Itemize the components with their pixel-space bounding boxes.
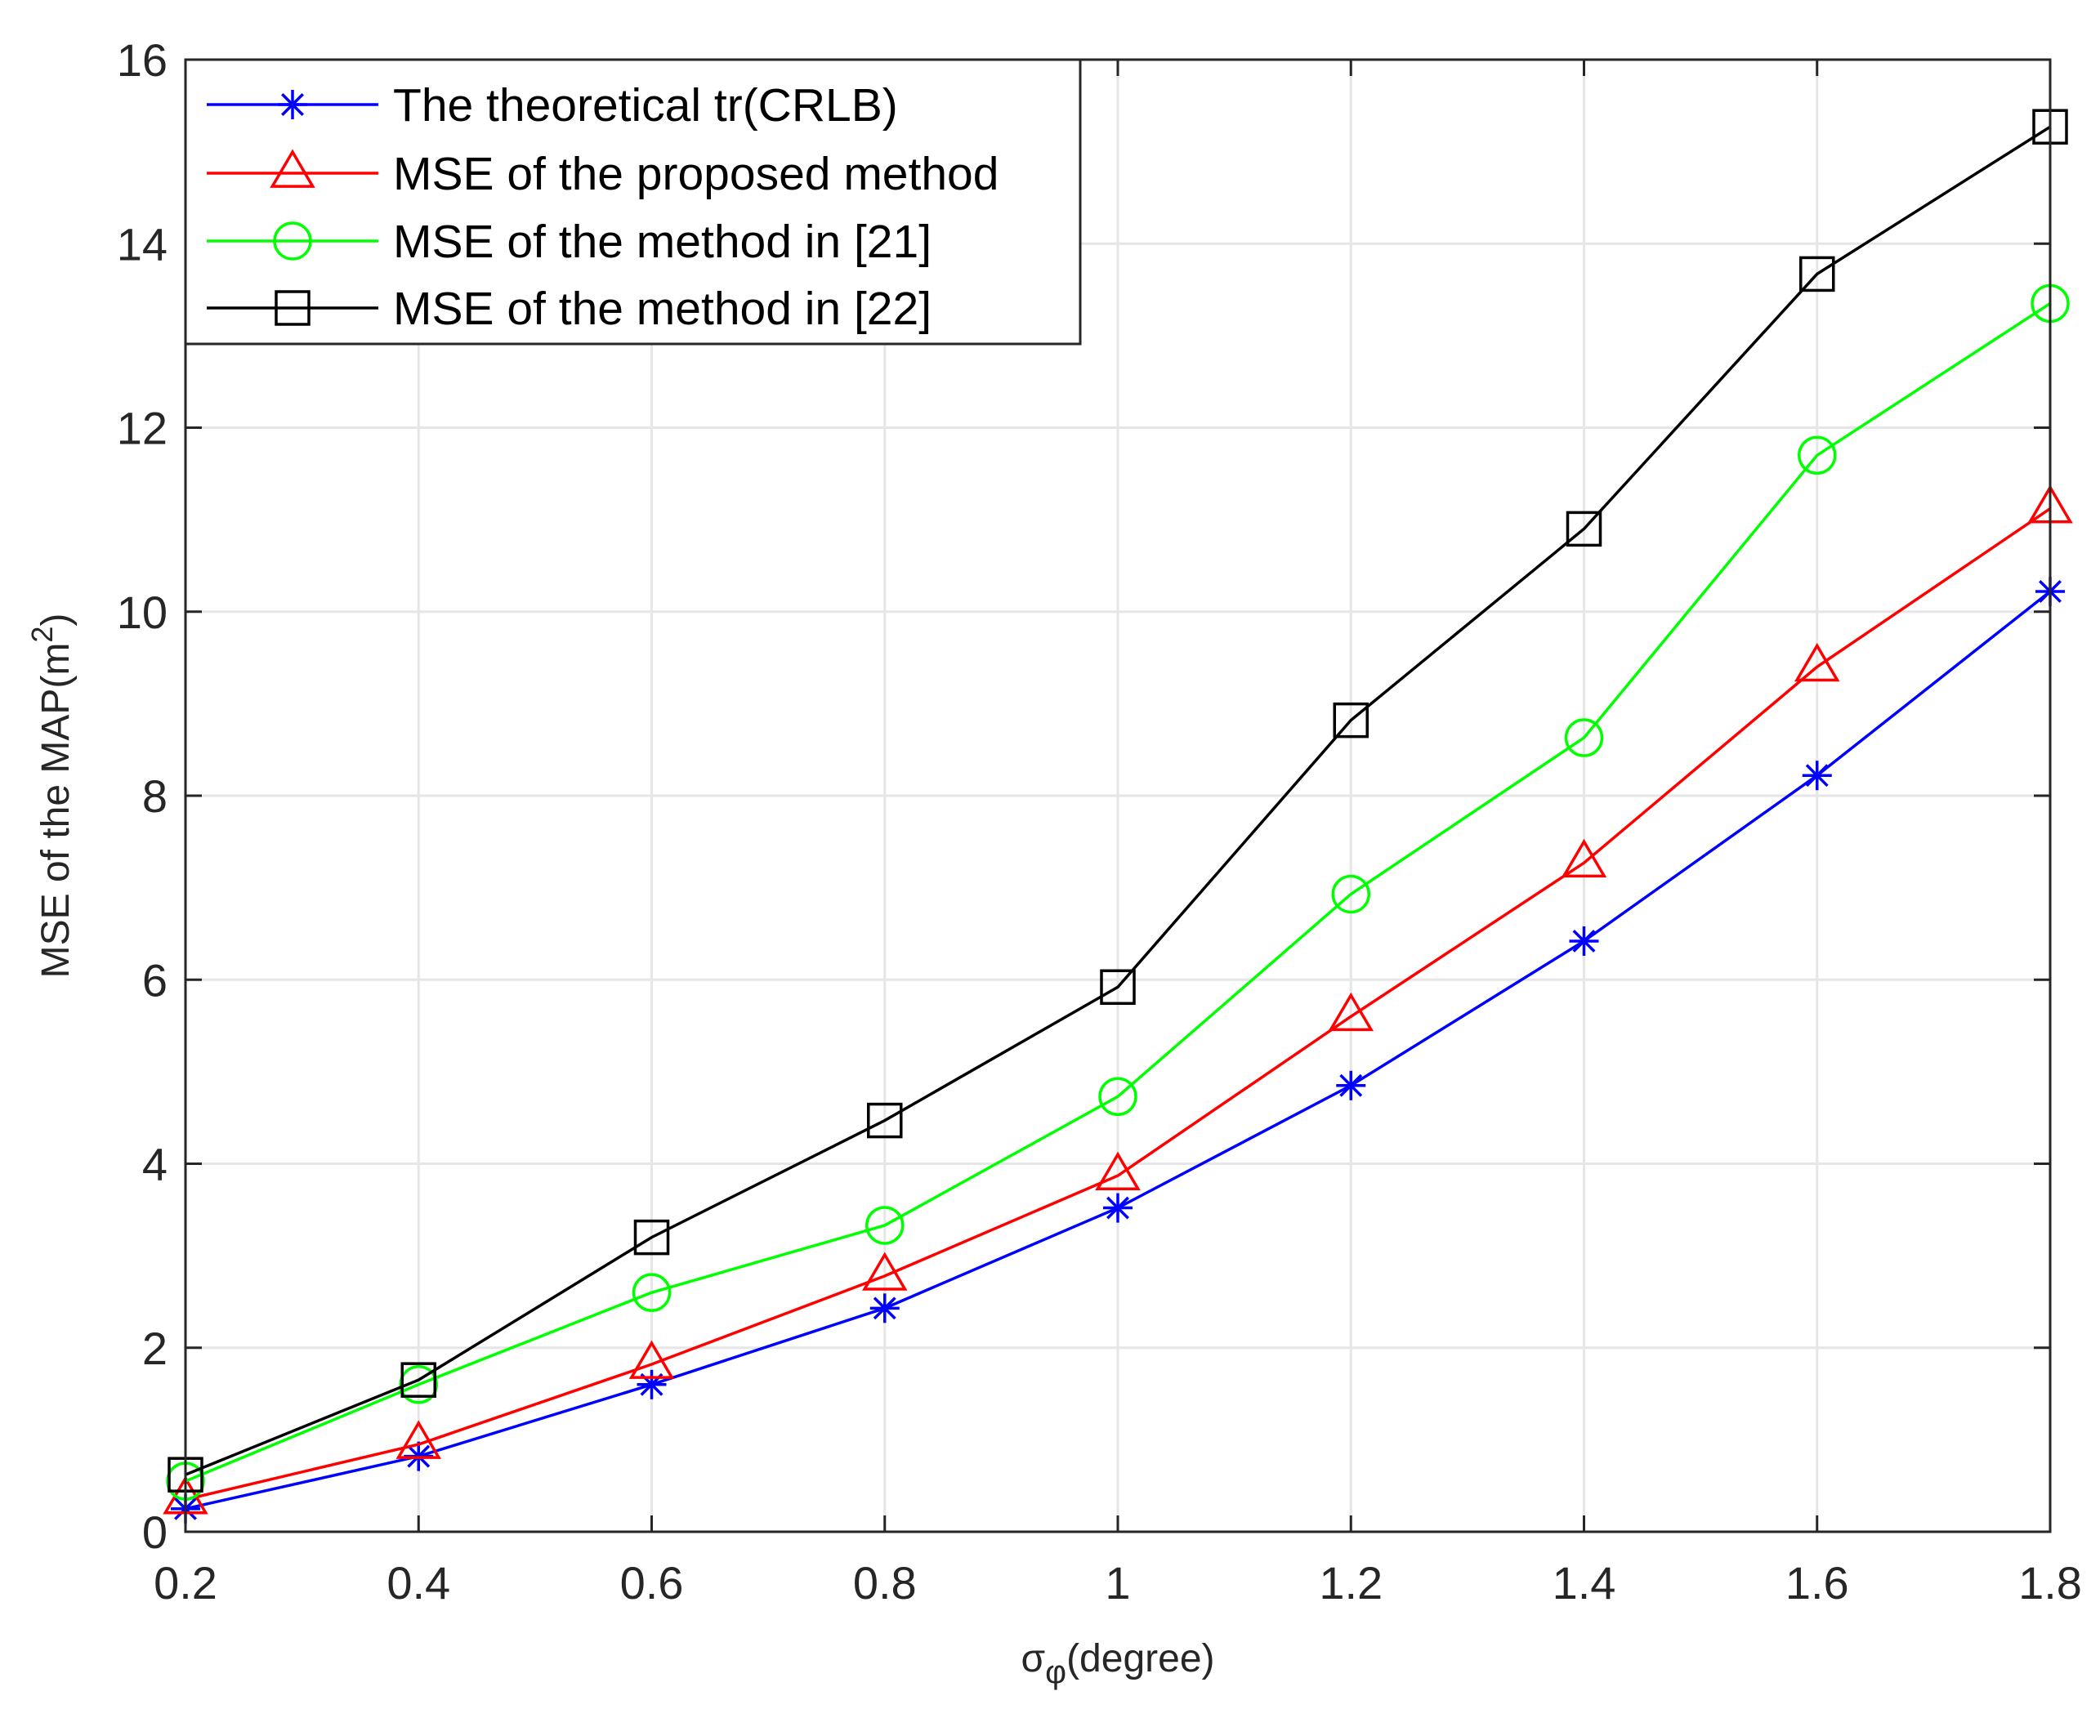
data-point: [861, 1252, 908, 1291]
x-tick-label: 1.4: [1553, 1557, 1616, 1609]
legend-marker: [278, 90, 307, 119]
data-point: [633, 1219, 670, 1256]
asterisk-stroke: [1572, 929, 1596, 953]
x-axis-label-main: σ: [1021, 1637, 1046, 1680]
y-tick-label: 10: [117, 587, 168, 638]
x-tick-label: 1.8: [2018, 1557, 2082, 1609]
legend-marker: [275, 290, 311, 326]
data-point: [1802, 761, 1832, 791]
data-point: [628, 1340, 675, 1379]
data-point: [1794, 642, 1840, 682]
legend: The theoretical tr(CRLB) MSE of the propo…: [184, 58, 1082, 346]
data-point: [1799, 256, 1835, 292]
data-point: [1333, 702, 1369, 739]
data-point: [1566, 511, 1602, 547]
asterisk-stroke: [873, 1296, 896, 1320]
legend-item-2: MSE of the proposed method: [207, 148, 999, 200]
data-point: [1336, 1070, 1366, 1100]
data-point: [632, 1273, 672, 1312]
legend-item-4: MSE of the method in [22]: [207, 283, 932, 335]
series-2: [163, 484, 2073, 1515]
y-axis-label-suffix: ): [34, 614, 78, 627]
x-tick-label: 0.8: [853, 1557, 917, 1609]
x-tick-label: 1.6: [1785, 1557, 1849, 1609]
legend-label: MSE of the method in [22]: [393, 283, 932, 335]
x-axis-label-suffix: (degree): [1066, 1637, 1214, 1680]
series-line: [185, 301, 2051, 1483]
legend-label: MSE of the proposed method: [393, 148, 999, 200]
data-point: [1100, 969, 1136, 1006]
y-tick-label: 12: [117, 403, 168, 454]
y-axis-label-main: MSE of the MAP(m: [34, 643, 78, 979]
legend-label: MSE of the method in [21]: [393, 216, 932, 268]
data-point: [867, 1102, 903, 1139]
legend-marker: [270, 149, 315, 188]
data-point: [1331, 874, 1370, 914]
data-point: [400, 1362, 436, 1398]
x-tick-label: 0.6: [620, 1557, 684, 1609]
series-layer: [163, 109, 2073, 1524]
data-point: [399, 1365, 438, 1404]
y-tick-label: 4: [142, 1139, 168, 1190]
x-tick-label: 0.2: [154, 1557, 217, 1609]
legend-item-3: MSE of the method in [21]: [207, 216, 932, 268]
legend-label: The theoretical tr(CRLB): [393, 79, 898, 132]
data-point: [1798, 435, 1837, 475]
asterisk-stroke: [281, 93, 304, 116]
data-point: [1564, 718, 1604, 757]
series-line: [185, 507, 2051, 1502]
series-line: [185, 125, 2051, 1476]
data-point: [1098, 1077, 1137, 1117]
legend-item-1: The theoretical tr(CRLB): [207, 79, 898, 132]
asterisk-stroke: [1339, 1073, 1363, 1097]
legend-marker: [273, 221, 312, 261]
data-point: [395, 1420, 442, 1459]
y-axis-label: MSE of the MAP(m2): [25, 614, 78, 979]
y-tick-label: 0: [142, 1506, 168, 1558]
y-tick-label: 8: [142, 770, 168, 822]
y-axis-label-sup: 2: [25, 627, 59, 643]
data-point: [1569, 926, 1599, 956]
data-point: [637, 1369, 667, 1399]
x-axis-label-sub: φ: [1045, 1654, 1066, 1690]
x-tick-label: 1.2: [1319, 1557, 1383, 1609]
y-tick-label: 16: [117, 34, 168, 86]
data-point: [869, 1293, 900, 1323]
y-tick-label: 14: [117, 218, 168, 270]
data-point: [1103, 1193, 1133, 1223]
ticks: 0.2 0.4 0.6 0.8 1 1.2 1.4 1.6 1.8 0 2 4 6 8 10 12 14 16: [117, 34, 2082, 1609]
x-tick-label: 0.4: [386, 1557, 450, 1609]
y-tick-label: 6: [142, 954, 168, 1006]
y-tick-label: 2: [142, 1323, 168, 1374]
data-point: [865, 1206, 905, 1245]
x-axis-label: σφ(degree): [1021, 1637, 1215, 1690]
x-tick-label: 1: [1105, 1557, 1130, 1609]
data-point: [1328, 992, 1374, 1032]
legend-box: [184, 58, 1082, 346]
series-4: [168, 109, 2068, 1493]
data-point: [1561, 838, 1607, 878]
asterisk-stroke: [1805, 764, 1829, 788]
asterisk-stroke: [1106, 1196, 1129, 1220]
data-point: [1095, 1151, 1141, 1191]
